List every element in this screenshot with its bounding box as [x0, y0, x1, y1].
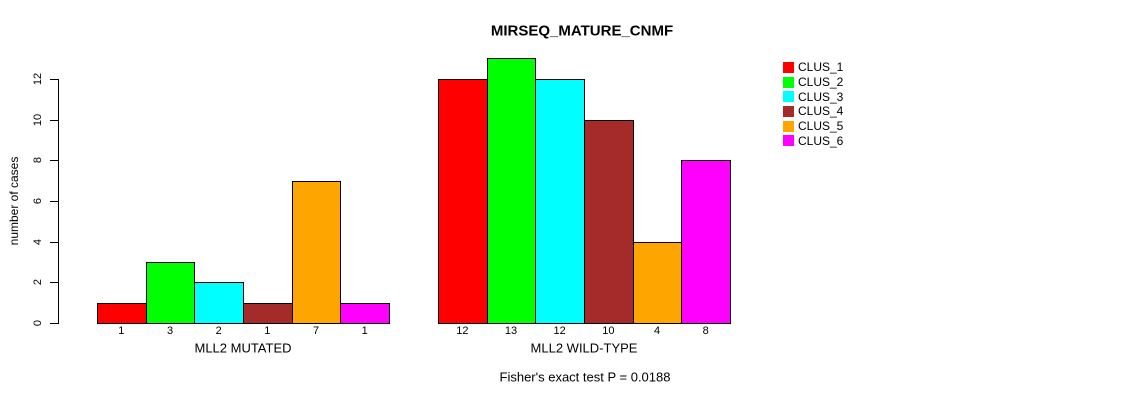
- bar-value-label: 13: [504, 325, 518, 337]
- bar-value-label: 3: [166, 325, 174, 337]
- y-axis-tick-label: 2: [32, 279, 44, 286]
- bar-value-label: 12: [553, 325, 566, 337]
- y-axis-tick-label: 12: [32, 72, 44, 85]
- bar-value-label: 8: [702, 325, 709, 337]
- y-axis-tick-label: 4: [32, 238, 44, 245]
- bar-clus_1-wildtype: [438, 78, 488, 324]
- y-axis-tick-label: 0: [32, 319, 44, 327]
- legend-swatch: [783, 91, 794, 103]
- bar-value-label: 7: [312, 325, 320, 337]
- y-axis-tick: [50, 282, 58, 284]
- bar-clus_3-wildtype: [535, 78, 585, 324]
- legend-label: CLUS_1: [798, 60, 844, 75]
- y-axis-line: [58, 78, 59, 324]
- bar-clus_1-mutated: [97, 302, 147, 324]
- fisher-test-caption: Fisher's exact test P = 0.0188: [499, 369, 671, 385]
- bar-clus_4-wildtype: [584, 119, 634, 324]
- bar-value-label: 2: [215, 325, 222, 337]
- bar-value-label: 1: [118, 325, 125, 337]
- bar-value-label: 4: [653, 325, 661, 337]
- legend-item: CLUS_6: [783, 133, 843, 148]
- legend-item: CLUS_1: [783, 60, 843, 75]
- legend-label: CLUS_3: [798, 89, 844, 104]
- bar-value-label: 10: [602, 325, 615, 337]
- x-axis-group-label: MLL2 MUTATED: [194, 340, 292, 356]
- legend-item: CLUS_5: [783, 119, 843, 134]
- legend-item: CLUS_4: [783, 104, 843, 119]
- bar-clus_6-mutated: [340, 302, 390, 324]
- legend-swatch: [783, 105, 794, 117]
- bar-clus_2-wildtype: [486, 58, 537, 324]
- legend-label: CLUS_2: [798, 75, 844, 90]
- legend-swatch: [783, 76, 794, 88]
- y-axis-tick-label: 6: [32, 197, 44, 204]
- y-axis-tick: [50, 200, 58, 202]
- bar-clus_5-mutated: [291, 180, 342, 324]
- y-axis-title: number of cases: [7, 156, 21, 246]
- bar-value-label: 1: [264, 325, 271, 337]
- legend-swatch: [783, 61, 794, 73]
- legend-swatch: [783, 135, 794, 147]
- legend: CLUS_1 CLUS_2 CLUS_3 CLUS_4 CLUS_5 CLUS_6: [783, 60, 843, 148]
- y-axis-tick: [50, 78, 58, 80]
- legend-label: CLUS_6: [798, 133, 844, 148]
- y-axis-tick-label: 8: [32, 157, 44, 164]
- bar-value-label: 1: [361, 325, 368, 337]
- y-axis-tick-label: 10: [32, 113, 44, 126]
- bar-clus_3-mutated: [194, 282, 244, 324]
- legend-label: CLUS_5: [798, 119, 844, 134]
- bar-clus_5-wildtype: [632, 241, 683, 324]
- legend-item: CLUS_3: [783, 89, 843, 104]
- bar-clus_2-mutated: [145, 261, 196, 324]
- y-axis-tick: [50, 241, 58, 243]
- y-axis-tick: [50, 119, 58, 121]
- chart-title: MIRSEQ_MATURE_CNMF: [490, 22, 674, 40]
- y-axis-tick: [50, 323, 58, 324]
- legend-item: CLUS_2: [783, 75, 843, 90]
- bar-clus_6-wildtype: [681, 160, 731, 324]
- y-axis-tick: [50, 160, 58, 162]
- bar-clus_4-mutated: [243, 302, 293, 324]
- bar-value-label: 12: [456, 325, 469, 337]
- legend-label: CLUS_4: [798, 104, 844, 119]
- legend-swatch: [783, 120, 794, 132]
- x-axis-group-label: MLL2 WILD-TYPE: [530, 340, 638, 356]
